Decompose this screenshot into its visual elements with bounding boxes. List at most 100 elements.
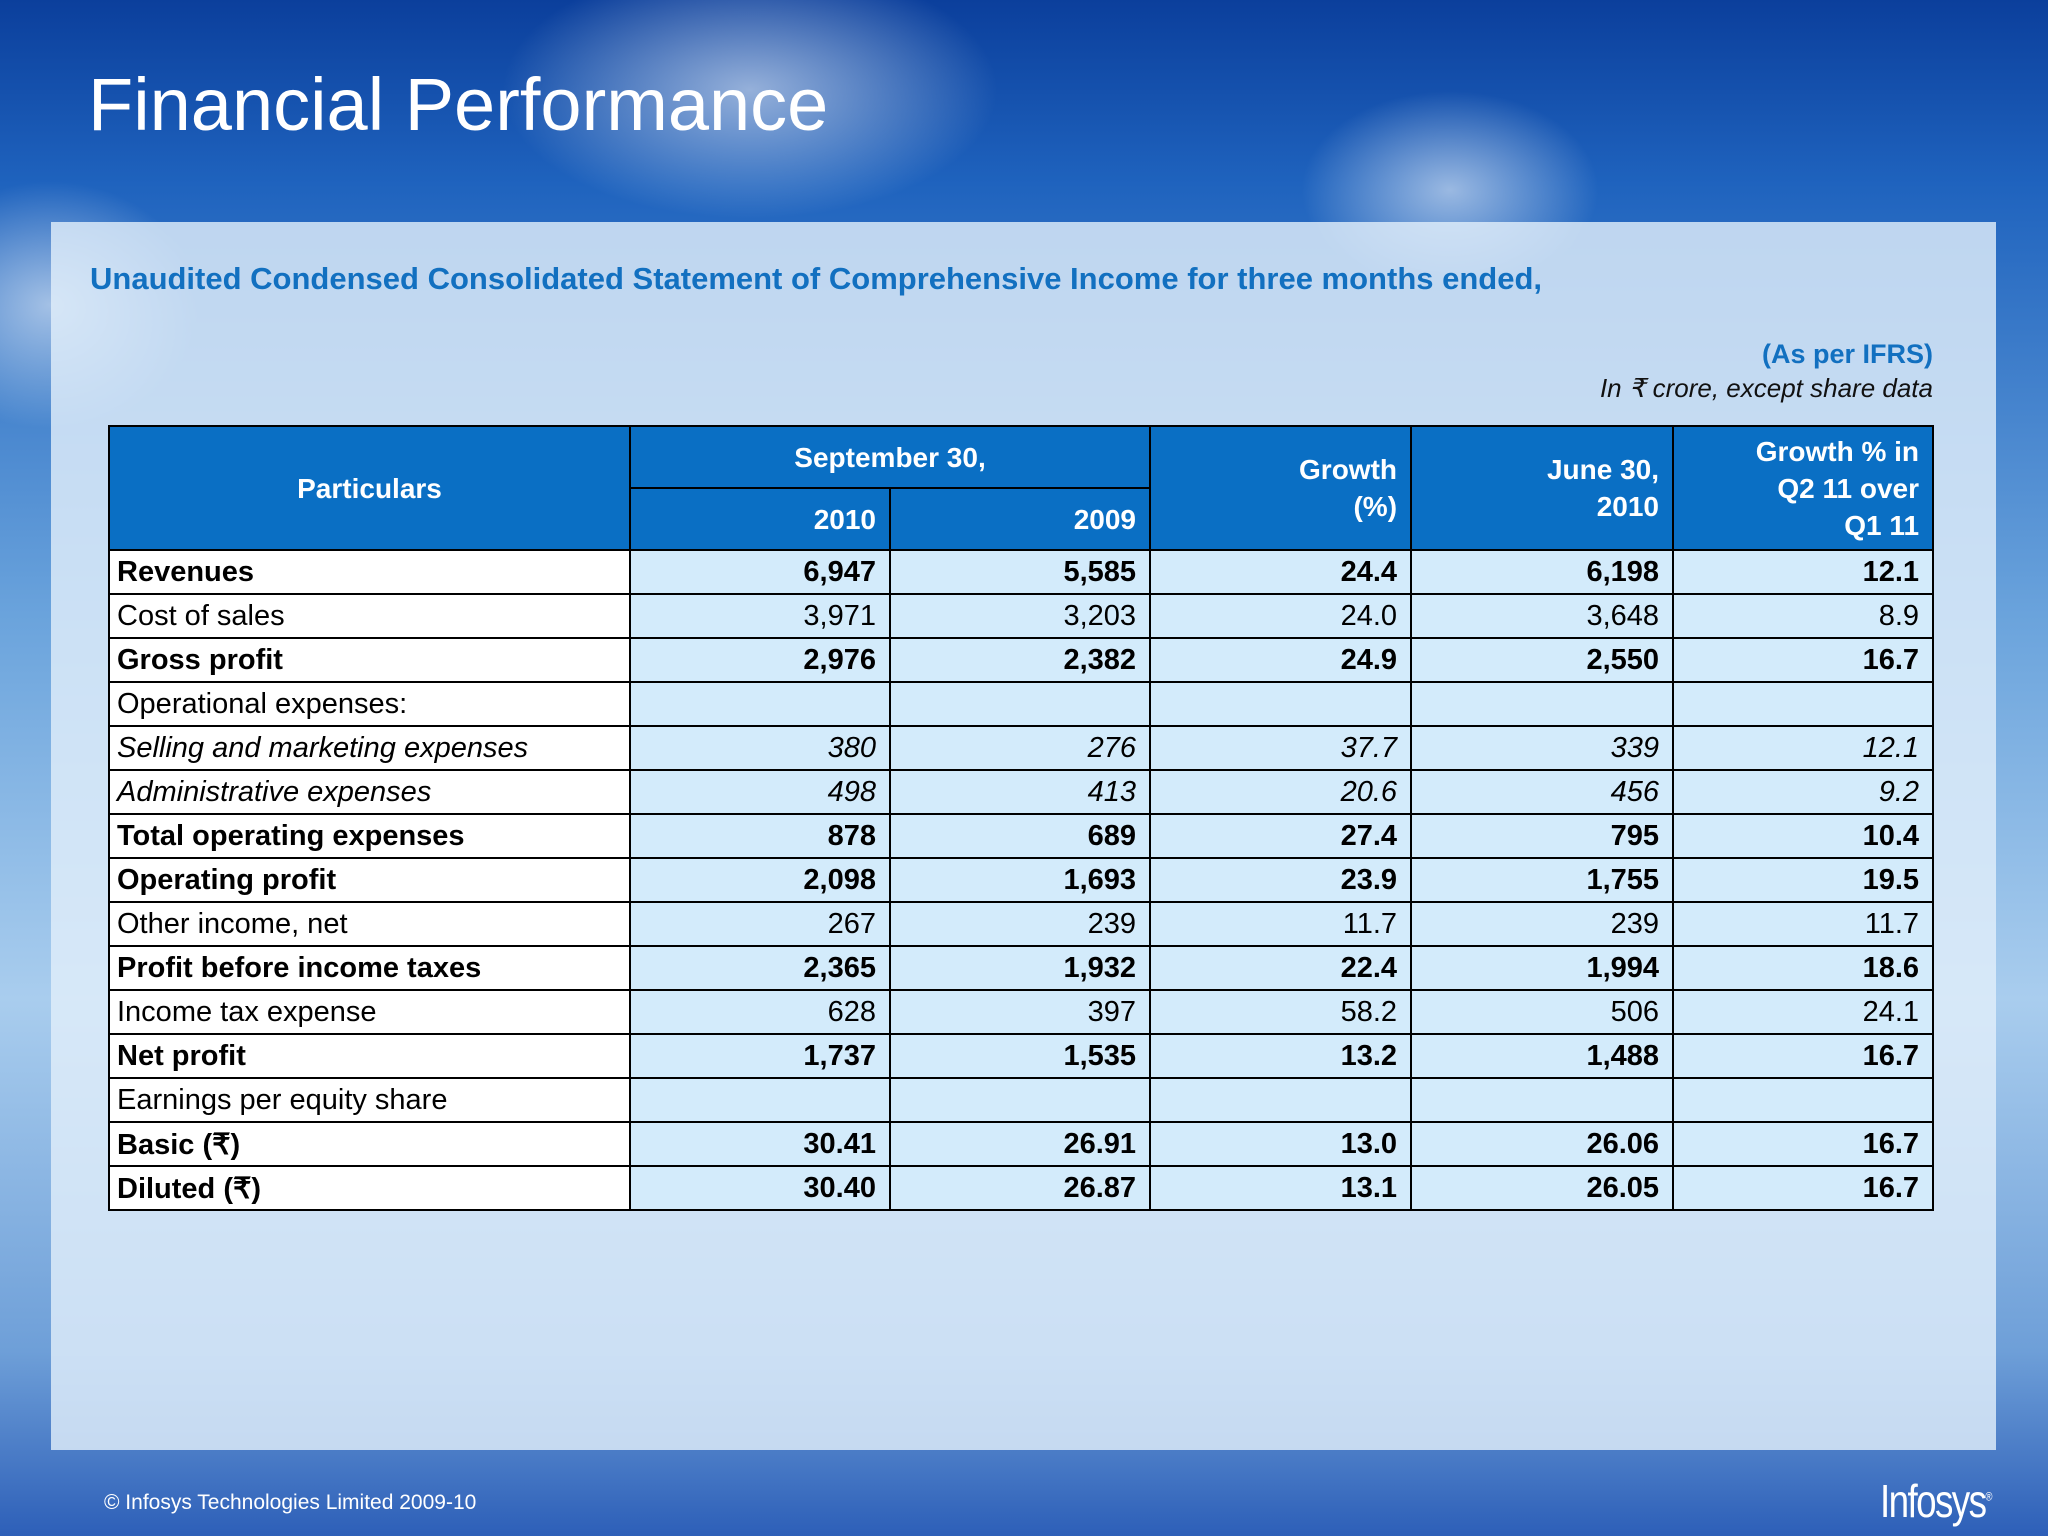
- value-cell: 37.7: [1149, 725, 1413, 771]
- value-cell: 26.87: [888, 1165, 1152, 1211]
- value-cell: 239: [1410, 901, 1675, 947]
- value-cell: 24.9: [1149, 637, 1413, 683]
- value-cell: 5,585: [888, 549, 1152, 595]
- value-cell: 3,971: [629, 593, 891, 639]
- value-cell: 1,693: [888, 857, 1152, 903]
- table-row: Cost of sales 3,971 3,203 24.0 3,648 8.9: [108, 593, 1935, 639]
- logo-mark: ®: [1985, 1489, 1992, 1504]
- table-row: Basic (₹) 30.41 26.91 13.0 26.06 16.7: [108, 1121, 1935, 1167]
- value-cell: 26.05: [1410, 1165, 1675, 1211]
- value-cell: 30.40: [629, 1165, 891, 1211]
- row-label: Operational expenses:: [108, 681, 631, 727]
- row-label: Other income, net: [108, 901, 631, 947]
- value-cell: 22.4: [1149, 945, 1413, 991]
- value-cell: 16.7: [1672, 1165, 1935, 1211]
- income-table: Particulars September 30, Growth (%) Jun…: [108, 425, 1935, 1211]
- row-label: Profit before income taxes: [108, 945, 631, 991]
- table-row: Revenues 6,947 5,585 24.4 6,198 12.1: [108, 549, 1935, 595]
- empty-cell: [888, 681, 1152, 727]
- empty-cell: [1149, 681, 1413, 727]
- row-label: Revenues: [108, 549, 631, 595]
- empty-cell: [1410, 1077, 1675, 1123]
- value-cell: 689: [888, 813, 1152, 859]
- table-row: Total operating expenses 878 689 27.4 795 10.…: [108, 813, 1935, 859]
- value-cell: 12.1: [1672, 725, 1935, 771]
- header-cell: Growth % in Q2 11 over Q1 11: [1672, 425, 1935, 551]
- value-cell: 2,365: [629, 945, 891, 991]
- table-row: Net profit 1,737 1,535 13.2 1,488 16.7: [108, 1033, 1935, 1079]
- units-note: In ₹ crore, except share data: [1599, 373, 1933, 403]
- table-row: Profit before income taxes 2,365 1,932 22.4…: [108, 945, 1935, 991]
- value-cell: 3,648: [1410, 593, 1675, 639]
- empty-cell: [1410, 681, 1675, 727]
- empty-cell: [1149, 1077, 1413, 1123]
- value-cell: 24.0: [1149, 593, 1413, 639]
- value-cell: 2,382: [888, 637, 1152, 683]
- value-cell: 16.7: [1672, 1033, 1935, 1079]
- empty-cell: [629, 1077, 891, 1123]
- empty-cell: [1672, 1077, 1935, 1123]
- subtitle: Unaudited Condensed Consolidated Stateme…: [90, 261, 1543, 296]
- row-label: Gross profit: [108, 637, 631, 683]
- value-cell: 506: [1410, 989, 1675, 1035]
- header-cell: Growth (%): [1149, 425, 1413, 551]
- table-row: Operating profit 2,098 1,693 23.9 1,755 19.5: [108, 857, 1935, 903]
- row-label: Cost of sales: [108, 593, 631, 639]
- value-cell: 12.1: [1672, 549, 1935, 595]
- table-row: Administrative expenses 498 413 20.6 456 9.2: [108, 769, 1935, 815]
- value-cell: 2,098: [629, 857, 891, 903]
- value-cell: 397: [888, 989, 1152, 1035]
- value-cell: 2,976: [629, 637, 891, 683]
- value-cell: 16.7: [1672, 1121, 1935, 1167]
- table-row: Selling and marketing expenses 380 276 37.7…: [108, 725, 1935, 771]
- value-cell: 339: [1410, 725, 1675, 771]
- row-label: Basic (₹): [108, 1121, 631, 1167]
- value-cell: 795: [1410, 813, 1675, 859]
- basis-note: (As per IFRS): [1761, 339, 1933, 369]
- value-cell: 456: [1410, 769, 1675, 815]
- value-cell: 498: [629, 769, 891, 815]
- table-row: Operational expenses:: [108, 681, 1935, 727]
- empty-cell: [1672, 681, 1935, 727]
- table-row: Income tax expense 628 397 58.2 506 24.1: [108, 989, 1935, 1035]
- value-cell: 20.6: [1149, 769, 1413, 815]
- value-cell: 19.5: [1672, 857, 1935, 903]
- logo: Infosys®: [1880, 1474, 1992, 1528]
- header-cell: 2009: [888, 487, 1152, 551]
- row-label: Earnings per equity share: [108, 1077, 631, 1123]
- value-cell: 30.41: [629, 1121, 891, 1167]
- value-cell: 58.2: [1149, 989, 1413, 1035]
- value-cell: 26.06: [1410, 1121, 1675, 1167]
- cloud: [500, 0, 1000, 220]
- value-cell: 267: [629, 901, 891, 947]
- row-label: Total operating expenses: [108, 813, 631, 859]
- value-cell: 6,198: [1410, 549, 1675, 595]
- value-cell: 26.91: [888, 1121, 1152, 1167]
- header-cell: June 30, 2010: [1410, 425, 1675, 551]
- copyright: © Infosys Technologies Limited 2009-10: [104, 1491, 477, 1514]
- value-cell: 13.2: [1149, 1033, 1413, 1079]
- header-cell: 2010: [629, 487, 891, 551]
- header-cell: September 30,: [628, 425, 1152, 489]
- row-label: Selling and marketing expenses: [108, 725, 631, 771]
- header-cell: Particulars: [108, 425, 631, 551]
- table-row: Other income, net 267 239 11.7 239 11.7: [108, 901, 1935, 947]
- value-cell: 11.7: [1672, 901, 1935, 947]
- value-cell: 16.7: [1672, 637, 1935, 683]
- row-label: Income tax expense: [108, 989, 631, 1035]
- value-cell: 628: [629, 989, 891, 1035]
- value-cell: 6,947: [629, 549, 891, 595]
- table-row: Earnings per equity share: [108, 1077, 1935, 1123]
- table-row: Gross profit 2,976 2,382 24.9 2,550 16.7: [108, 637, 1935, 683]
- row-label: Diluted (₹): [108, 1165, 631, 1211]
- value-cell: 24.1: [1672, 989, 1935, 1035]
- value-cell: 18.6: [1672, 945, 1935, 991]
- row-label: Net profit: [108, 1033, 631, 1079]
- value-cell: 1,932: [888, 945, 1152, 991]
- empty-cell: [629, 681, 891, 727]
- value-cell: 1,737: [629, 1033, 891, 1079]
- value-cell: 11.7: [1149, 901, 1413, 947]
- value-cell: 1,488: [1410, 1033, 1675, 1079]
- logo-text: Infosys: [1880, 1475, 1987, 1527]
